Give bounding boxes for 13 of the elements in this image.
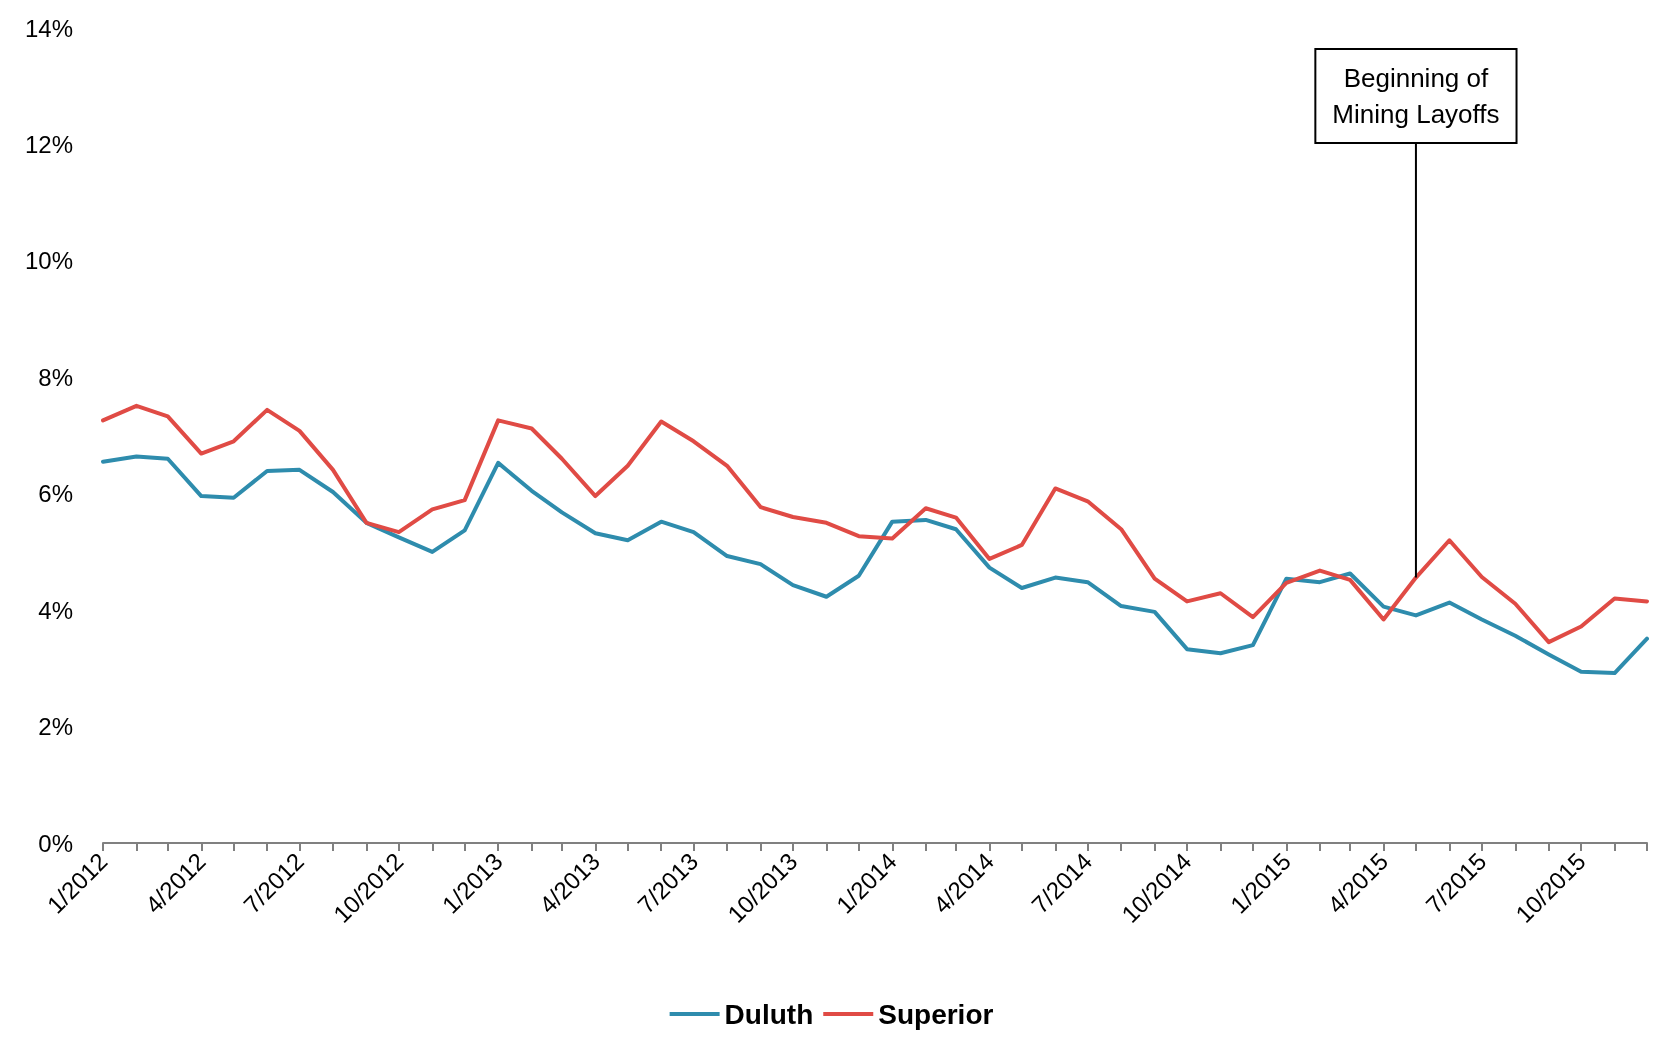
y-tick-label: 8% (38, 363, 73, 391)
legend-label: Superior (878, 998, 994, 1030)
legend-label: Duluth (724, 998, 814, 1030)
line-series (101, 454, 1649, 676)
annotation: Beginning of Mining Layoffs (1332, 63, 1500, 130)
y-tick-label: 14% (24, 14, 73, 42)
y-tick-label: 2% (38, 713, 73, 741)
line-series (101, 403, 1649, 645)
y-tick-label: 12% (24, 130, 73, 158)
y-tick-label: 0% (38, 829, 73, 857)
y-tick-label: 6% (38, 480, 73, 508)
y-tick-label: 10% (24, 247, 73, 275)
y-tick-label: 4% (38, 596, 73, 624)
